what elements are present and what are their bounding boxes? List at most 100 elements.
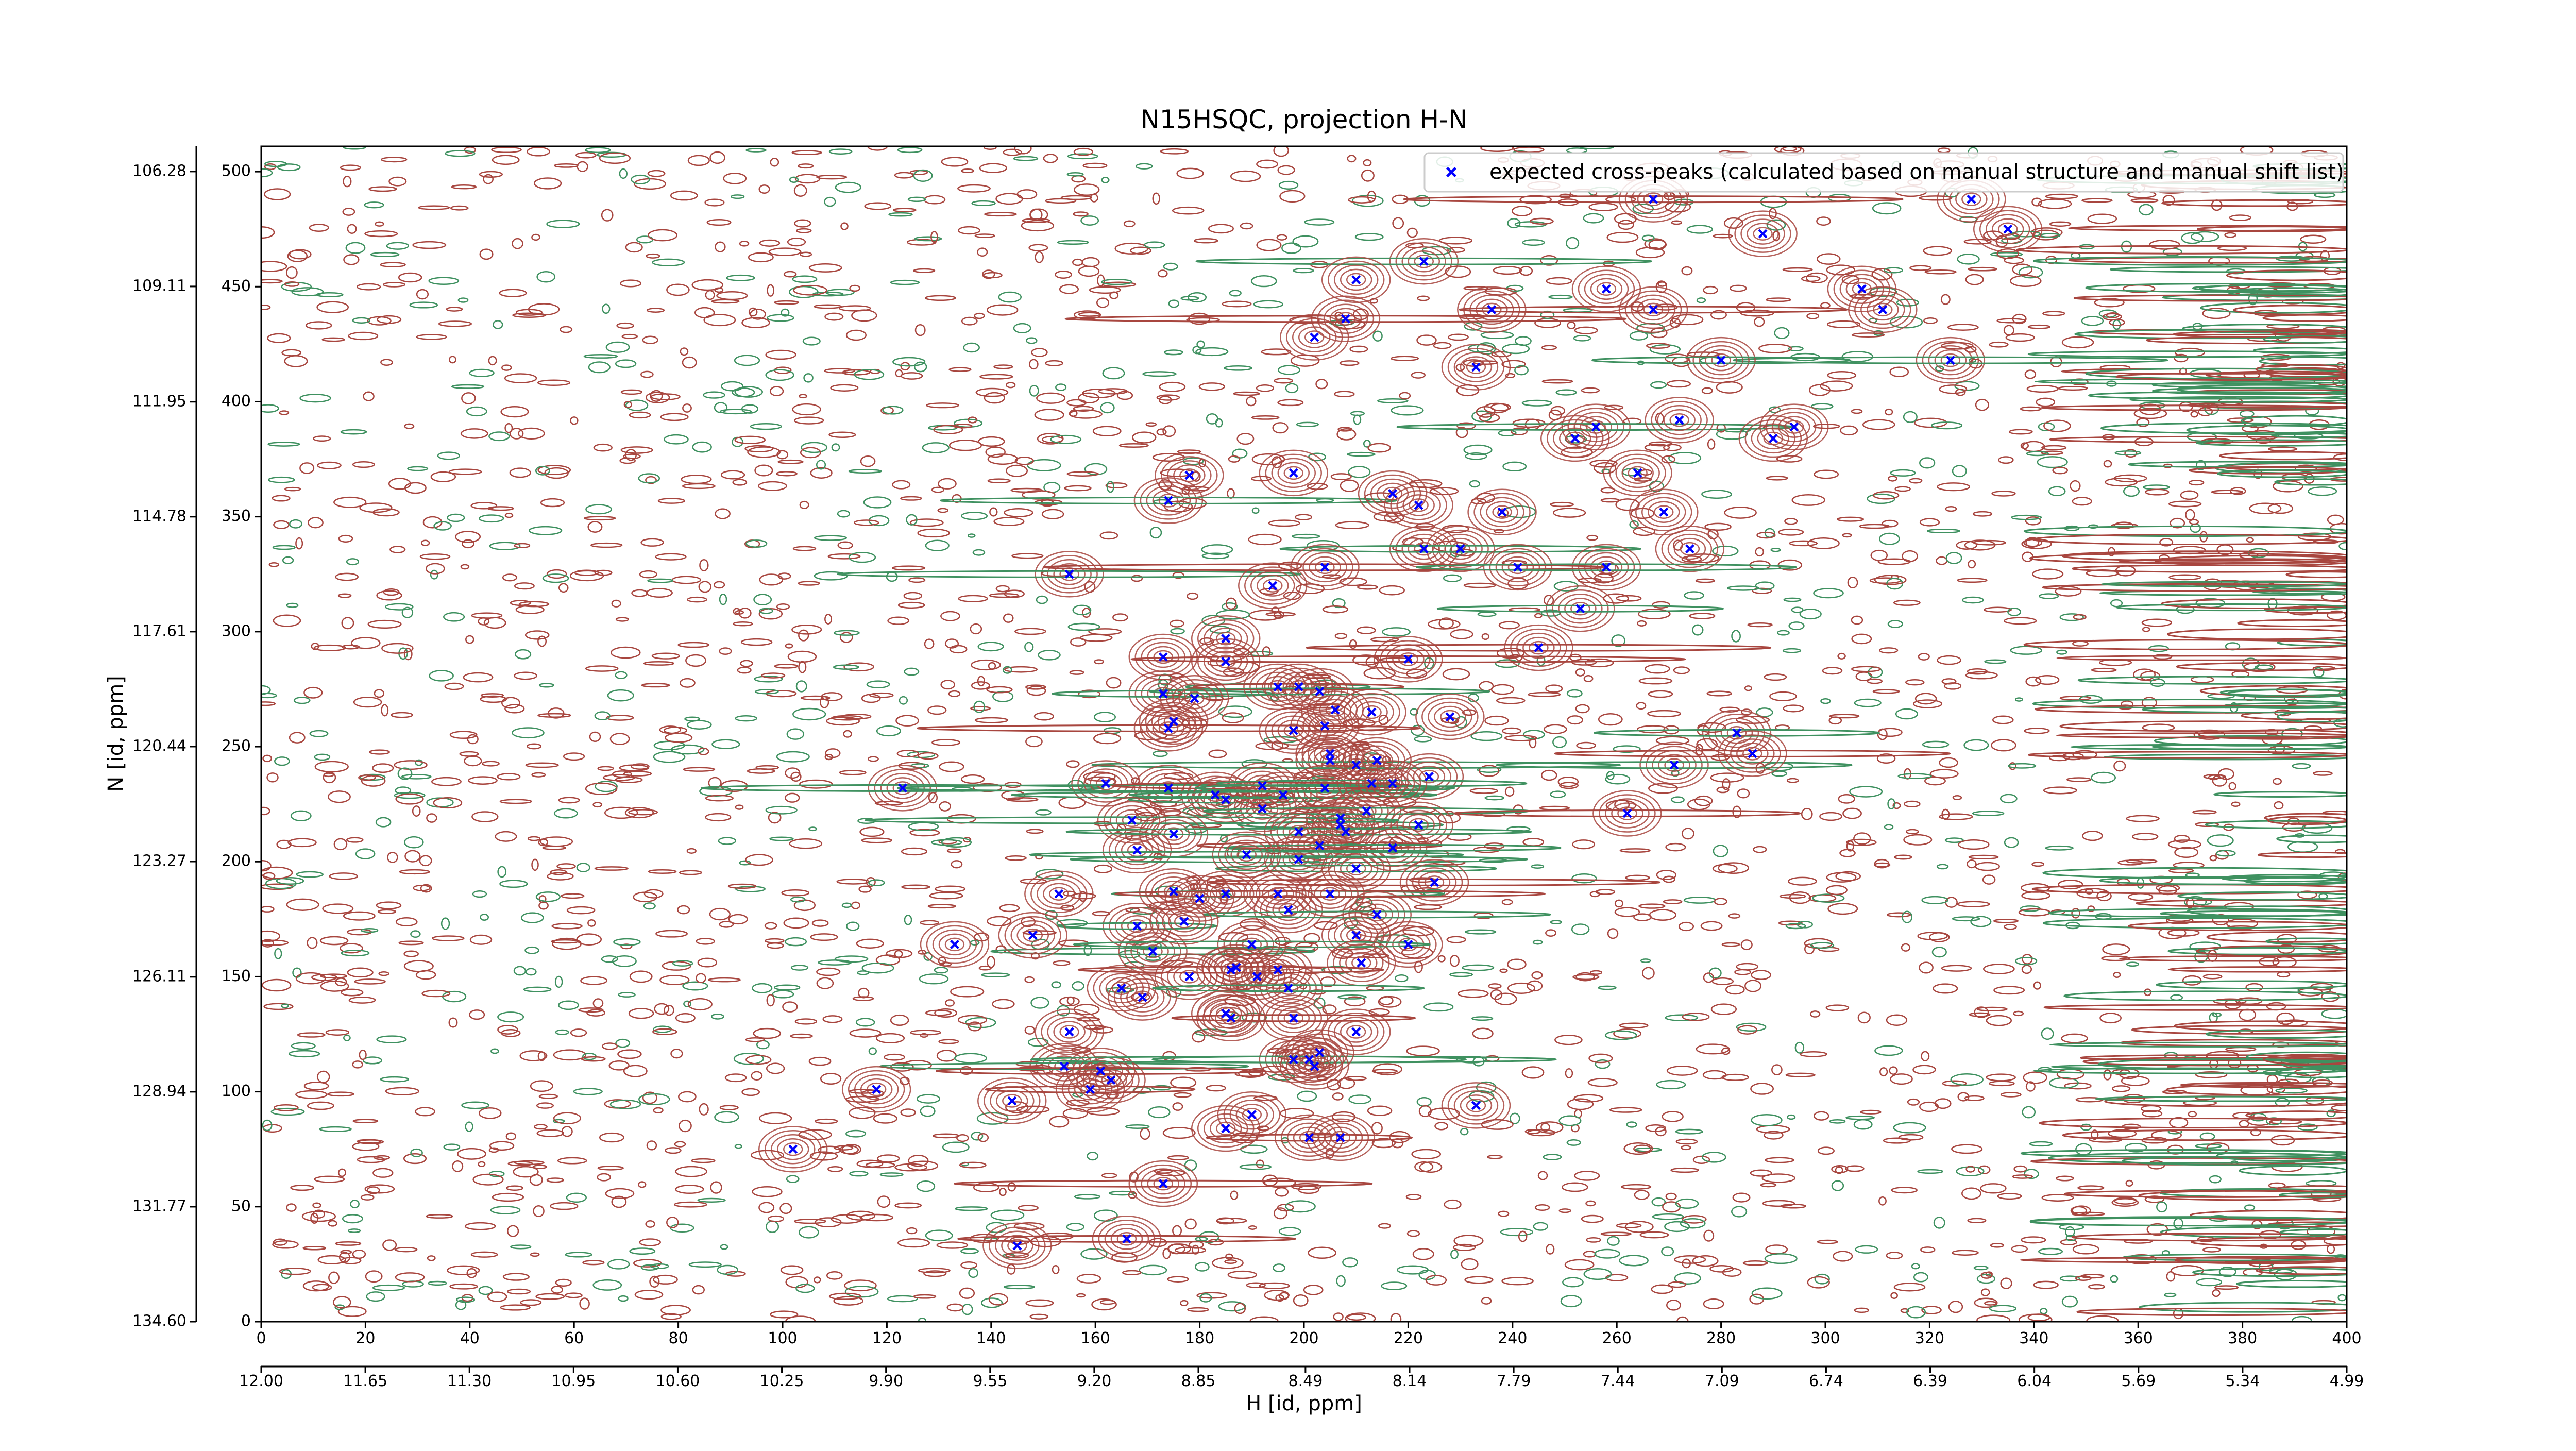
noise-contour [1681,1145,1691,1151]
noise-contour [1835,871,1861,882]
noise-contour [1353,414,1362,425]
noise-contour [706,219,732,226]
cross-peak-marker [1258,781,1267,790]
cross-peak-marker [1226,1013,1236,1023]
noise-contour [2231,801,2241,807]
noise-contour [860,455,876,467]
noise-contour [1736,963,1759,971]
noise-contour [285,266,298,279]
peak-contour [1102,826,1172,874]
noise-contour [553,1049,586,1061]
noise-contour [916,1180,936,1192]
noise-contour [1583,1268,1612,1280]
cross-peak-marker [1179,917,1189,926]
noise-contour [973,1182,999,1193]
peak-contour [1680,542,1700,556]
noise-contour [988,1293,1008,1306]
noise-contour [1006,464,1028,477]
noise-contour [611,599,621,608]
noise-contour [1013,156,1039,161]
noise-contour [1957,254,1980,265]
noise-contour [574,569,599,576]
peak-contour [1110,1228,1143,1250]
noise-contour [670,190,698,201]
noise-contour [497,1011,524,1023]
noise-contour [1296,421,1319,427]
peak-contour [1146,713,1191,744]
noise-contour [592,998,604,1008]
noise-contour [1541,379,1573,384]
noise-contour [1675,1138,1698,1145]
noise-contour [938,1039,959,1044]
peak-contour [1292,1051,1337,1082]
noise-contour [1053,960,1071,966]
x2-tick-label: 7.09 [1705,1372,1739,1390]
noise-contour [1026,829,1044,834]
noise-contour [2174,847,2199,858]
noise-contour [941,837,972,848]
noise-contour [1647,710,1682,718]
noise-contour [1589,459,1618,468]
peak-contour [1333,943,1390,982]
noise-contour [841,1144,861,1155]
noise-contour [968,533,976,538]
noise-contour [321,337,345,342]
noise-contour [653,1107,664,1114]
peak-contour [1289,680,1309,694]
noise-contour [892,357,926,367]
noise-contour [1907,1098,1920,1106]
noise-contour [1884,824,1894,830]
peak-contour [1466,360,1486,374]
noise-contour [1025,337,1038,344]
noise-contour [770,1310,799,1319]
peak-contour [1415,693,1485,740]
noise-contour [1051,981,1061,989]
noise-contour [753,594,772,606]
noise-contour [1707,438,1716,450]
noise-contour [719,921,734,928]
peak-contour [1845,278,1878,300]
peak-contour [1867,298,1899,321]
peak-contour [1399,859,1469,906]
cross-peak-marker [1372,755,1382,765]
noise-contour [1168,299,1179,308]
noise-contour [551,923,583,930]
noise-contour [1277,399,1304,407]
noise-contour [1122,1270,1142,1275]
noise-contour [340,943,363,954]
noise-contour [309,224,329,232]
noise-contour [1465,452,1487,460]
noise-contour [557,1157,587,1165]
noise-contour [1912,1065,1936,1075]
peak-contour [1253,965,1323,1011]
noise-contour [2079,695,2103,704]
noise-contour [1648,441,1673,447]
noise-contour [382,1239,397,1251]
noise-contour [2202,1247,2222,1253]
noise-contour [1801,807,1813,820]
noise-contour [895,715,919,727]
noise-contour [831,1214,863,1224]
cross-peak-marker [1247,1110,1257,1120]
noise-contour [1902,910,1913,923]
noise-contour [745,539,768,548]
noise-contour [1354,232,1384,241]
peak-contour [1590,278,1623,300]
noise-contour [1887,798,1895,809]
noise-contour [335,1241,362,1246]
cross-peak-marker [1497,507,1507,517]
noise-contour [1246,396,1257,407]
noise-contour [1057,240,1089,245]
noise-contour [683,767,716,772]
peak-contour [1047,1017,1092,1047]
noise-contour [558,797,580,804]
noise-contour [1681,555,1702,563]
noise-contour [2228,782,2236,790]
noise-contour [1583,1251,1597,1258]
streak-contour [2042,867,2347,879]
noise-contour [745,148,767,153]
noise-contour [1070,637,1087,647]
noise-contour [822,1015,843,1023]
peak-contour [1351,956,1371,970]
